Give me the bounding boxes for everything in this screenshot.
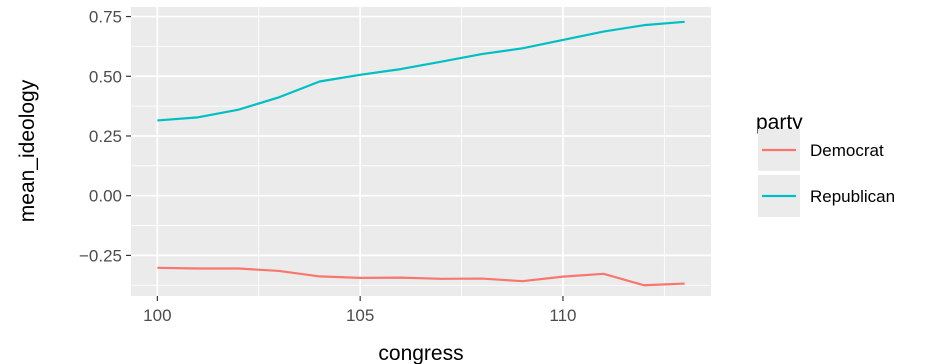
y-tick-label: 0.25 bbox=[89, 127, 122, 146]
major-gridlines bbox=[131, 7, 711, 296]
y-axis-title: mean_ideology bbox=[16, 79, 39, 222]
y-tick-label: 0.75 bbox=[89, 8, 122, 27]
x-tick-label: 100 bbox=[143, 306, 171, 325]
series-line-republican bbox=[157, 20, 685, 122]
legend-label-republican: Republican bbox=[810, 187, 895, 206]
y-tick-label: 0.00 bbox=[89, 187, 122, 206]
legend-label-democrat: Democrat bbox=[810, 141, 884, 160]
x-tick-label: 110 bbox=[549, 306, 576, 325]
series-lines bbox=[157, 20, 685, 287]
x-axis: 100 105 110 bbox=[143, 296, 577, 325]
legend: party Democrat Republican bbox=[756, 111, 895, 217]
y-axis: −0.25 0.00 0.25 0.50 0.75 bbox=[79, 8, 131, 265]
x-axis-title: congress bbox=[378, 342, 463, 364]
legend-title: party bbox=[756, 111, 803, 134]
minor-gridlines bbox=[131, 7, 711, 296]
plot-panel bbox=[131, 7, 711, 296]
x-tick-label: 105 bbox=[346, 306, 374, 325]
y-tick-label: 0.50 bbox=[89, 67, 122, 86]
series-line-democrat bbox=[157, 266, 685, 287]
y-tick-label: −0.25 bbox=[79, 246, 122, 265]
